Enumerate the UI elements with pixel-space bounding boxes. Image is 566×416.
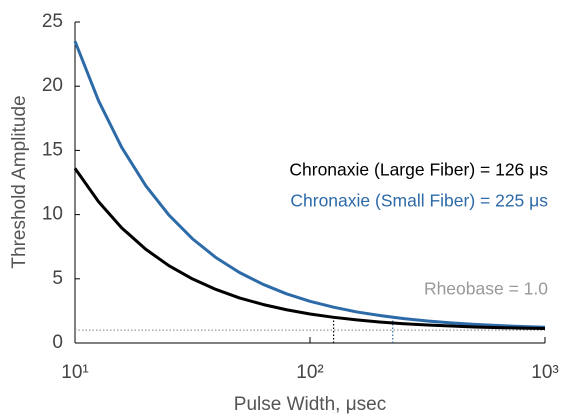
x-axis-label: Pulse Width, μsec — [234, 394, 386, 415]
y-tick-label: 0 — [52, 332, 63, 353]
annotation: Chronaxie (Large Fiber) = 126 μs — [289, 160, 548, 180]
x-tick-label: 10¹ — [61, 362, 88, 383]
y-tick-label: 10 — [42, 204, 63, 225]
y-tick-label: 15 — [42, 139, 63, 160]
annotation: Chronaxie (Small Fiber) = 225 μs — [290, 191, 548, 211]
y-tick-label: 25 — [42, 11, 63, 32]
series-line — [73, 167, 546, 330]
x-tick-label: 10³ — [531, 362, 558, 383]
y-tick-label: 5 — [52, 268, 63, 289]
series-line — [73, 40, 546, 329]
x-tick-label: 10² — [296, 362, 323, 383]
annotation: Rheobase = 1.0 — [424, 279, 548, 299]
y-tick-label: 20 — [42, 75, 63, 96]
y-axis-label: Threshold Amplitude — [9, 95, 30, 268]
